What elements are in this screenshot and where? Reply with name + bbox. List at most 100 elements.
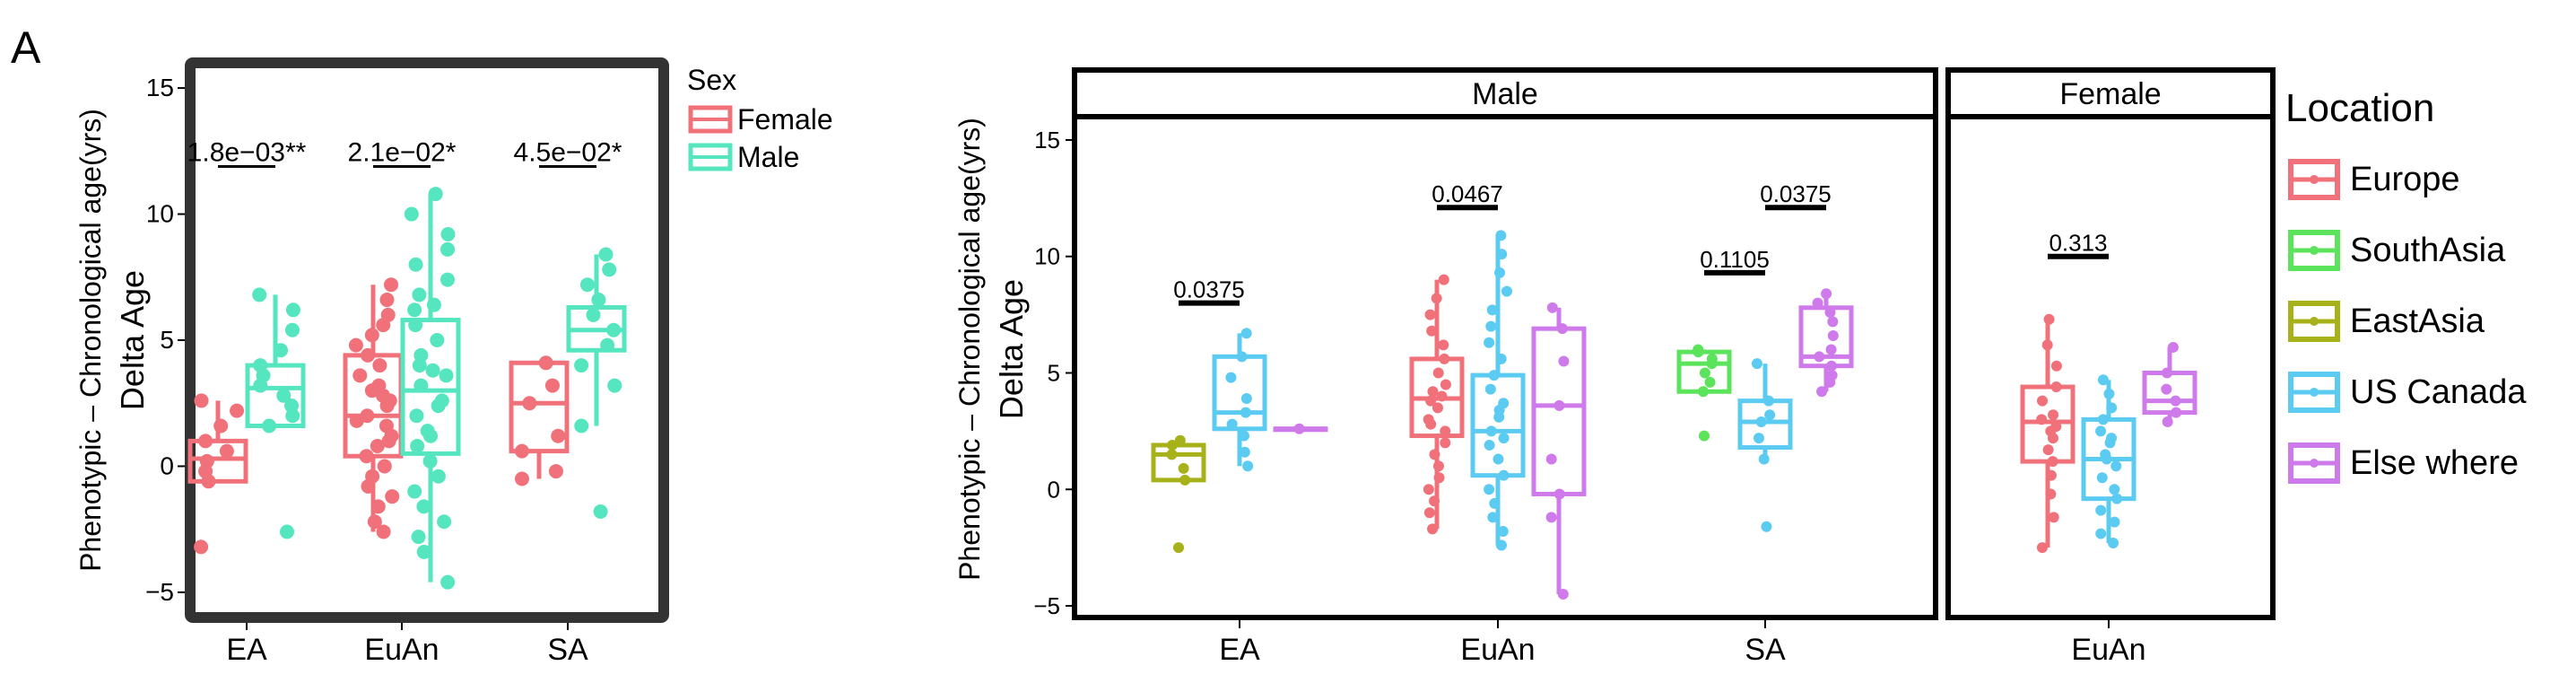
data-point	[1174, 434, 1186, 446]
data-point	[2042, 444, 2054, 456]
data-point	[607, 378, 622, 393]
data-point	[1484, 484, 1495, 495]
data-point	[416, 544, 431, 559]
data-point	[348, 337, 363, 353]
significance-label: 0.0375	[1760, 180, 1832, 207]
data-point	[598, 247, 614, 262]
facet-frame	[1072, 114, 1938, 620]
data-point	[1545, 453, 1557, 465]
data-point	[1827, 329, 1839, 341]
box-else-where	[2142, 341, 2197, 427]
data-point	[1493, 405, 1505, 416]
data-point	[382, 393, 397, 408]
data-point	[1226, 418, 1238, 430]
data-point	[1484, 337, 1495, 348]
outlier-point	[1173, 542, 1184, 554]
box-ea	[245, 287, 306, 539]
data-point	[408, 257, 423, 272]
box-us-canada	[2081, 374, 2137, 548]
box-iqr	[1151, 442, 1206, 483]
data-point	[1439, 353, 1450, 364]
significance-label: 1.8e−03**	[187, 138, 307, 168]
legend-label: EastAsia	[2350, 302, 2485, 340]
data-point	[194, 539, 209, 555]
legend-key-dot	[2310, 246, 2319, 255]
data-point	[361, 347, 376, 363]
box-eastasia	[1151, 434, 1206, 554]
y-axis-label-line1: Phenotypic – Chronological age(yrs)	[74, 109, 107, 572]
data-point	[1179, 474, 1191, 486]
data-point	[1293, 423, 1305, 434]
data-point	[428, 187, 443, 202]
box-euan	[343, 277, 404, 539]
data-point	[2036, 542, 2048, 554]
box-sa	[509, 355, 570, 486]
data-point	[1440, 437, 1451, 449]
data-point	[1556, 323, 1568, 335]
data-point	[285, 408, 300, 424]
data-point	[1178, 462, 1189, 474]
legend-key-dot	[2310, 175, 2319, 184]
box-sa	[566, 247, 627, 520]
data-point	[1238, 430, 1249, 442]
y-tick-label: 5	[160, 326, 174, 354]
data-point	[1424, 309, 1436, 320]
facet-male: Male EA EuAn SA 0.0375 0.0467 0.1105 0.0375	[1072, 67, 1938, 667]
data-point	[1498, 469, 1510, 481]
data-point	[2045, 425, 2057, 437]
data-point	[2095, 528, 2107, 539]
data-point	[253, 378, 268, 393]
data-point	[430, 333, 445, 347]
data-point	[1432, 460, 1444, 472]
data-point	[1433, 472, 1445, 484]
data-point	[1240, 328, 1252, 339]
chart-sex-delta-age: −5 0 5 10 15 Phenotypic – Chronological age(y…	[74, 57, 833, 667]
data-point	[440, 241, 456, 257]
y-axis-label-line2: Delta Age	[993, 279, 1030, 419]
data-point	[593, 504, 608, 520]
data-point	[413, 378, 429, 393]
data-point	[439, 368, 454, 383]
y-tick-label: 0	[160, 451, 174, 479]
data-point	[1495, 230, 1507, 241]
significance-label: 2.1e−02*	[348, 138, 457, 168]
box-europe	[1409, 274, 1465, 535]
facet-strip-label: Female	[2059, 77, 2161, 111]
data-point	[1821, 288, 1832, 300]
data-point	[1487, 512, 1499, 523]
data-point	[1545, 512, 1557, 523]
data-point	[1166, 449, 1178, 460]
data-point	[2045, 488, 2057, 500]
data-point	[1553, 488, 1565, 500]
x-tick-label: EA	[226, 633, 267, 667]
legend-location: Location Europe SouthAsia EastAsia US Canada…	[2285, 86, 2527, 484]
y-axis-label-line2: Delta Age	[114, 270, 151, 410]
data-point	[1423, 484, 1434, 495]
data-point	[431, 469, 446, 484]
data-point	[1755, 416, 1767, 427]
data-point	[279, 524, 294, 539]
data-point	[1440, 425, 1451, 437]
data-point	[1240, 393, 1252, 405]
data-point	[2048, 409, 2059, 421]
data-point	[370, 438, 385, 453]
data-point	[1704, 376, 1716, 388]
data-point	[1558, 355, 1570, 367]
data-point	[2097, 414, 2109, 425]
data-point	[574, 358, 589, 373]
box-europe	[2020, 313, 2076, 554]
box-us-canada	[1212, 328, 1267, 472]
y-tick-label: 15	[1034, 127, 1060, 153]
facet-strip	[1072, 67, 1938, 119]
data-point	[1698, 386, 1710, 398]
data-point	[372, 358, 387, 373]
data-point	[431, 399, 446, 414]
data-point	[1496, 249, 1508, 260]
significance-label: 0.313	[2049, 230, 2107, 257]
significance-label: 0.0467	[1432, 180, 1503, 207]
data-point	[1497, 525, 1509, 537]
data-point	[262, 418, 277, 434]
data-point	[1438, 339, 1449, 351]
data-point	[2095, 504, 2107, 516]
y-tick-label: 10	[1034, 243, 1060, 270]
